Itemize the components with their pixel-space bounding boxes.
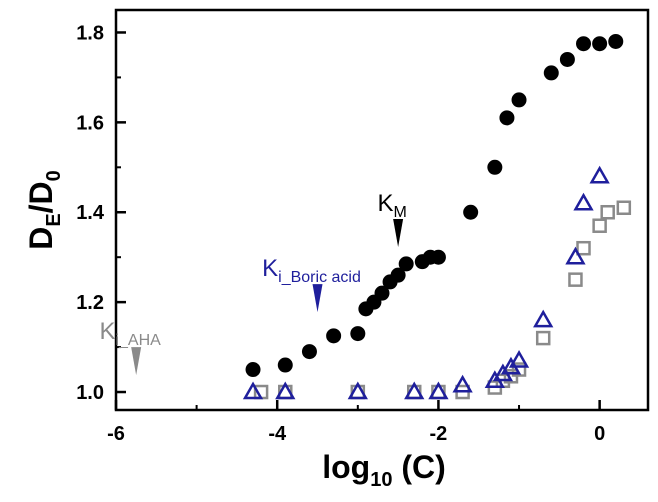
data-point-triangle bbox=[452, 374, 473, 393]
annotation-m: KM bbox=[377, 190, 407, 247]
data-point-circle bbox=[608, 33, 624, 49]
annotation-i-boric-acid: Ki_Boric acid bbox=[262, 255, 361, 313]
x-tick-label: -4 bbox=[268, 423, 287, 445]
y-axis-title-s2: 0 bbox=[43, 170, 65, 181]
data-point-circle bbox=[390, 267, 406, 283]
annotation-label-main: K bbox=[377, 190, 393, 217]
data-point-triangle bbox=[533, 309, 554, 328]
axis-ticks bbox=[114, 31, 601, 410]
annotation-label: Ki_Boric acid bbox=[262, 255, 361, 286]
annotation-arrow-icon bbox=[312, 284, 323, 313]
data-point-triangle bbox=[347, 381, 368, 400]
data-point-square bbox=[592, 218, 607, 233]
annotation-i-aha: Ki_AHA bbox=[99, 318, 161, 376]
y-tick-label: 1.8 bbox=[76, 22, 104, 44]
data-point-triangle bbox=[242, 381, 264, 400]
y-tick-label: 1.2 bbox=[76, 292, 104, 314]
data-point-circle bbox=[559, 51, 575, 67]
data-point-circle bbox=[301, 344, 317, 360]
y-axis-title-s1: E bbox=[43, 213, 65, 226]
data-point-triangle bbox=[275, 381, 296, 400]
data-point-circle bbox=[487, 159, 503, 175]
data-point-triangle bbox=[589, 165, 610, 184]
data-point-square bbox=[535, 330, 551, 346]
y-tick-label: 1.0 bbox=[76, 382, 104, 404]
y-axis-title-d1: D bbox=[23, 227, 59, 250]
data-point-circle bbox=[576, 36, 592, 52]
annotation-arrow-icon bbox=[393, 218, 404, 247]
x-axis-title-rest: (C) bbox=[392, 449, 445, 485]
data-point-square bbox=[576, 240, 591, 256]
data-point-circle bbox=[277, 357, 293, 373]
data-point-circle bbox=[511, 92, 527, 108]
data-point-triangle bbox=[508, 350, 530, 368]
plot-frame bbox=[114, 8, 650, 412]
y-tick-label: 1.6 bbox=[76, 112, 104, 134]
annotation-label: Ki_AHA bbox=[99, 318, 161, 349]
annotation-arrow-icon bbox=[131, 347, 142, 376]
annotation-label-main: K bbox=[262, 255, 278, 282]
data-point-square bbox=[616, 200, 632, 216]
data-point-triangle bbox=[404, 381, 425, 400]
data-point-circle bbox=[374, 285, 390, 301]
x-axis-title-main: log bbox=[322, 449, 370, 485]
data-point-square bbox=[600, 204, 615, 220]
series-open-triangle bbox=[242, 165, 610, 400]
data-point-circle bbox=[543, 65, 559, 81]
data-point-square bbox=[568, 272, 583, 287]
y-axis-title-d2: D bbox=[23, 181, 59, 204]
data-point-circle bbox=[326, 328, 342, 344]
data-point-triangle bbox=[573, 192, 594, 211]
x-tick-label: 0 bbox=[594, 423, 605, 445]
y-axis-title: DE/D0 bbox=[23, 170, 65, 250]
x-axis-title: log10 (C) bbox=[322, 449, 446, 491]
annotation-label-sub: i_AHA bbox=[115, 332, 161, 349]
data-point-circle bbox=[592, 36, 608, 52]
annotation-label-sub: M bbox=[393, 204, 406, 221]
data-point-triangle bbox=[565, 246, 586, 265]
annotation-label-sub: i_Boric acid bbox=[278, 269, 361, 286]
annotation-label: KM bbox=[377, 190, 406, 221]
x-tick-label: -6 bbox=[107, 423, 125, 445]
data-point-circle bbox=[350, 326, 366, 342]
data-point-circle bbox=[398, 256, 414, 272]
data-point-circle bbox=[499, 110, 515, 126]
tick-labels: -6 -4 -2 0 1.0 1.2 1.4 1.6 1.8 bbox=[76, 22, 605, 445]
data-point-circle bbox=[245, 362, 261, 378]
data-point-circle bbox=[463, 204, 479, 220]
x-tick-label: -2 bbox=[430, 423, 448, 445]
y-axis-title-slash: / bbox=[23, 204, 59, 213]
y-tick-label: 1.4 bbox=[76, 202, 105, 224]
series-layer bbox=[242, 33, 632, 400]
data-point-square bbox=[511, 362, 527, 377]
data-point-circle bbox=[430, 249, 446, 265]
annotation-label-main: K bbox=[99, 318, 115, 345]
x-axis-title-sub: 10 bbox=[370, 469, 392, 491]
data-point-triangle bbox=[428, 381, 449, 400]
series-filled-circle bbox=[245, 33, 624, 378]
